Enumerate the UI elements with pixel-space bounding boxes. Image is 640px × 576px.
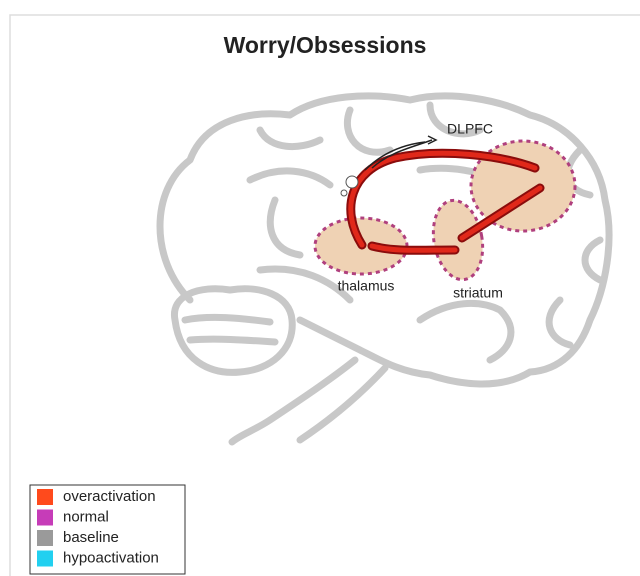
legend-swatch xyxy=(37,489,53,505)
legend-swatch xyxy=(37,550,53,567)
legend: overactivation normal baseline hypoactivati… xyxy=(29,484,186,575)
legend-label: hypoactivation xyxy=(63,549,159,566)
circuit-arrows xyxy=(340,135,545,255)
region-label: thalamus xyxy=(338,278,395,294)
dlpfc-region xyxy=(469,139,577,233)
legend-label: overactivation xyxy=(63,488,156,505)
legend-label: baseline xyxy=(63,529,119,546)
legend-swatch xyxy=(37,509,53,526)
legend-label: normal xyxy=(63,508,109,525)
frame xyxy=(9,14,640,576)
legend-swatch xyxy=(37,530,53,546)
title: Worry/Obsessions xyxy=(224,32,427,58)
region-label: DLPFC xyxy=(447,121,493,137)
region-label: striatum xyxy=(453,285,503,301)
brain-outline xyxy=(156,92,613,446)
